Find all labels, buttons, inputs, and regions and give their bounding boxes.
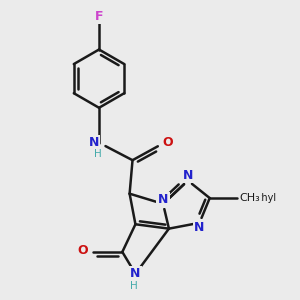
Text: N: N (130, 267, 141, 280)
Text: O: O (77, 244, 88, 257)
Text: methyl: methyl (242, 193, 276, 203)
Text: F: F (95, 10, 103, 22)
Text: CH₃: CH₃ (240, 193, 260, 203)
Text: N: N (183, 169, 193, 182)
Text: H: H (130, 281, 138, 291)
Text: N: N (158, 193, 168, 206)
Text: N: N (88, 136, 99, 149)
Text: H: H (94, 149, 101, 159)
Text: N: N (194, 221, 205, 234)
Text: O: O (162, 136, 173, 149)
